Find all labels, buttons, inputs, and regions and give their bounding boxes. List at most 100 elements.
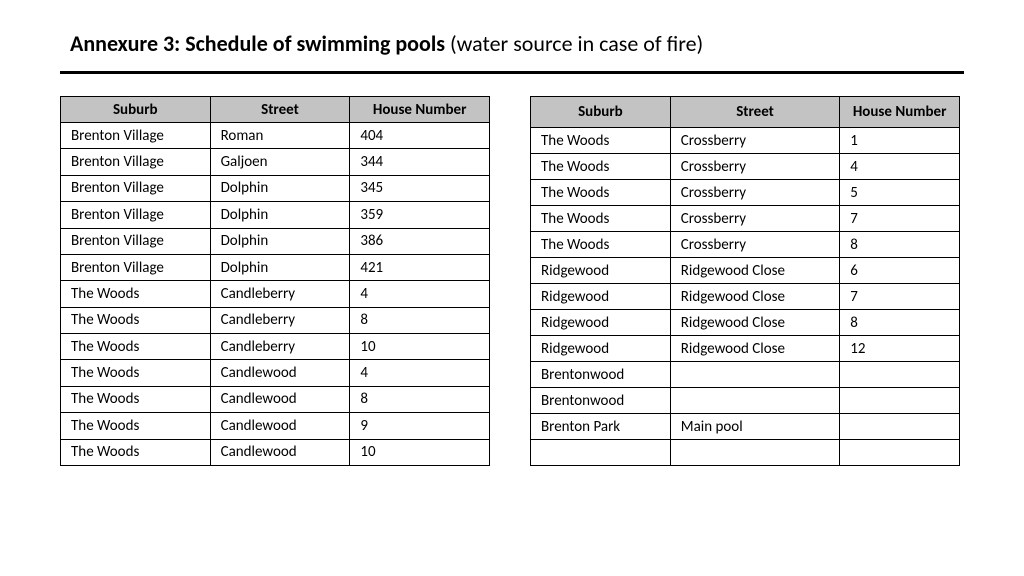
table-cell: Candleberry [210,281,350,307]
page-title: Annexure 3: Schedule of swimming pools (… [60,30,964,57]
table-cell: 4 [350,360,490,386]
table-row: RidgewoodRidgewood Close6 [531,258,960,284]
table-row [531,440,960,466]
table-header-row: Suburb Street House Number [61,97,490,123]
table-cell: The Woods [61,307,211,333]
table-cell: Ridgewood [531,336,671,362]
table-cell: Ridgewood [531,284,671,310]
table-cell: Brenton Village [61,228,211,254]
table-cell: The Woods [531,206,671,232]
table-cell: Candleberry [210,307,350,333]
table-cell: 8 [840,310,960,336]
table-row: RidgewoodRidgewood Close12 [531,336,960,362]
table-cell: Roman [210,123,350,149]
table-row: The WoodsCrossberry1 [531,128,960,154]
table-row: The WoodsCandlewood4 [61,360,490,386]
table-cell: Dolphin [210,254,350,280]
table-cell: Dolphin [210,175,350,201]
table-cell [840,414,960,440]
table-row: The WoodsCandleberry8 [61,307,490,333]
table-row: The WoodsCrossberry8 [531,232,960,258]
tables-container: Suburb Street House Number Brenton Villa… [60,96,964,466]
col-street: Street [670,97,840,128]
table-cell: 386 [350,228,490,254]
table-row: The WoodsCrossberry4 [531,154,960,180]
table-cell: Ridgewood [531,258,671,284]
table-cell: 6 [840,258,960,284]
table-row: Brenton VillageDolphin345 [61,175,490,201]
table-cell: Brenton Village [61,149,211,175]
left-table: Suburb Street House Number Brenton Villa… [60,96,490,466]
table-cell [840,388,960,414]
table-cell: 9 [350,413,490,439]
table-cell: Brentonwood [531,388,671,414]
col-house-number: House Number [350,97,490,123]
table-cell: Crossberry [670,206,840,232]
table-cell: Galjoen [210,149,350,175]
table-cell: The Woods [61,439,211,466]
table-cell: Candlewood [210,360,350,386]
table-cell: 421 [350,254,490,280]
table-cell: Crossberry [670,128,840,154]
table-row: Brenton VillageRoman404 [61,123,490,149]
table-cell: Brenton Village [61,123,211,149]
table-row: Brenton VillageDolphin386 [61,228,490,254]
table-cell: The Woods [61,334,211,360]
col-street: Street [210,97,350,123]
table-cell: Dolphin [210,228,350,254]
table-cell: Ridgewood Close [670,336,840,362]
table-row: RidgewoodRidgewood Close7 [531,284,960,310]
table-row: Brentonwood [531,362,960,388]
table-cell: The Woods [531,154,671,180]
table-row: The WoodsCrossberry5 [531,180,960,206]
table-cell: Crossberry [670,154,840,180]
table-cell: 12 [840,336,960,362]
table-row: Brenton VillageDolphin359 [61,202,490,228]
table-cell: Candlewood [210,439,350,466]
table-cell: Ridgewood Close [670,284,840,310]
title-bold: Annexure 3: Schedule of swimming pools [70,30,445,57]
table-cell: 344 [350,149,490,175]
table-cell: Brenton Village [61,254,211,280]
table-cell [840,362,960,388]
table-cell [670,362,840,388]
col-suburb: Suburb [531,97,671,128]
table-row: The WoodsCandleberry10 [61,334,490,360]
table-cell: 8 [350,386,490,412]
table-cell: 4 [350,281,490,307]
table-cell: 1 [840,128,960,154]
right-table: Suburb Street House Number The WoodsCros… [530,96,960,466]
table-cell: Brenton Village [61,175,211,201]
table-cell: The Woods [531,232,671,258]
table-cell: 359 [350,202,490,228]
table-row: The WoodsCandlewood9 [61,413,490,439]
table-cell: 10 [350,334,490,360]
title-divider [60,71,964,74]
table-row: Brentonwood [531,388,960,414]
table-cell [670,440,840,466]
table-cell: 5 [840,180,960,206]
table-row: RidgewoodRidgewood Close8 [531,310,960,336]
table-cell: 8 [350,307,490,333]
table-cell: 10 [350,439,490,466]
col-suburb: Suburb [61,97,211,123]
table-cell: The Woods [531,128,671,154]
table-cell: 345 [350,175,490,201]
table-cell: Ridgewood Close [670,258,840,284]
table-cell: Candlewood [210,386,350,412]
table-cell: Ridgewood [531,310,671,336]
title-normal: (water source in case of fire) [445,30,703,57]
table-cell: Candlewood [210,413,350,439]
table-header-row: Suburb Street House Number [531,97,960,128]
table-cell: The Woods [61,281,211,307]
table-cell: 7 [840,284,960,310]
table-cell: Candleberry [210,334,350,360]
table-cell: Brenton Village [61,202,211,228]
table-row: Brenton ParkMain pool [531,414,960,440]
table-cell: The Woods [61,386,211,412]
table-cell: The Woods [61,413,211,439]
table-row: The WoodsCandleberry4 [61,281,490,307]
table-cell: Dolphin [210,202,350,228]
table-cell: Main pool [670,414,840,440]
table-row: The WoodsCrossberry7 [531,206,960,232]
